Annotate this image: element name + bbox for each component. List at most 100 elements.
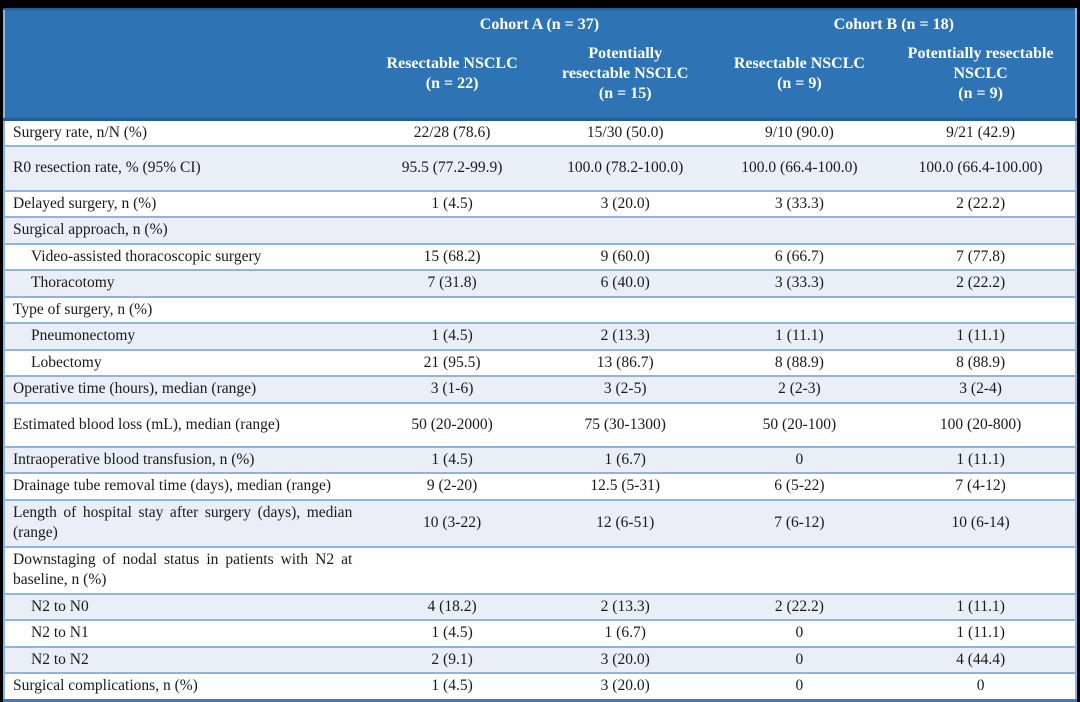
table-row: Intraoperative blood transfusion, n (%) …: [4, 446, 1076, 474]
row-value: 7 (4-12): [955, 477, 1006, 495]
row-value: 1 (6.7): [604, 450, 646, 468]
row-value: 13 (86.7): [596, 353, 654, 371]
row-value: 3 (20.0): [600, 650, 650, 668]
table-row: Surgical approach, n (%): [4, 217, 1076, 244]
row-value: [366, 297, 538, 323]
row-value: 1 (4.5): [431, 327, 473, 345]
row-value: 15 (68.2): [423, 247, 481, 265]
row-value: 6 (66.7): [774, 247, 824, 265]
row-value: 21 (95.5): [423, 353, 481, 371]
row-value: [366, 547, 538, 594]
row-value: 2 (13.3): [600, 327, 650, 345]
row-value: [886, 217, 1076, 243]
row-value: 3 (2-4): [959, 380, 1002, 398]
row-value: 1 (4.5): [431, 677, 473, 695]
row-value: [886, 297, 1076, 323]
table-row: Surgical complications, n (%) 1 (4.5) 3 …: [4, 673, 1076, 700]
row-label: Operative time (hours), median (range): [13, 380, 257, 398]
table-row: Delayed surgery, n (%) 1 (4.5) 3 (20.0) …: [4, 190, 1076, 217]
row-label: Estimated blood loss (mL), median (range…: [13, 415, 280, 433]
cohort-b-header: Cohort B (n = 18): [712, 9, 1076, 36]
row-value: 1 (11.1): [956, 597, 1005, 615]
table-row: Operative time (hours), median (range) 3…: [4, 376, 1076, 403]
table-row: R0 resection rate, % (95% CI) 95.5 (77.2…: [4, 146, 1076, 191]
row-value: [713, 297, 887, 323]
row-value: 3 (1-6): [430, 380, 474, 398]
row-value: [538, 547, 713, 594]
table-body: Surgery rate, n/N (%) 22/28 (78.6) 15/30…: [4, 120, 1076, 701]
table-row: Downstaging of nodal status in patients …: [4, 546, 1076, 594]
row-value: 2 (2-3): [778, 380, 821, 398]
row-value: 0: [976, 677, 985, 695]
row-value: 7 (77.8): [956, 247, 1006, 265]
subgroup-header-resectable-b: Resectable NSCLC (n = 9): [712, 36, 887, 120]
row-label: Surgical complications, n (%): [13, 677, 198, 695]
row-value: 3 (20.0): [600, 677, 650, 695]
row-value: 1 (11.1): [956, 450, 1005, 468]
row-value: 100 (20-800): [939, 415, 1022, 433]
row-value: 1 (11.1): [775, 327, 824, 345]
row-value: 0: [795, 624, 804, 642]
row-value: [538, 217, 713, 243]
row-value: 15/30 (50.0): [586, 124, 664, 141]
cohort-header-row: Cohort A (n = 37) Cohort B (n = 18): [4, 9, 1076, 36]
row-value: 7 (6-12): [774, 514, 825, 532]
row-value: 95.5 (77.2-99.9): [401, 159, 503, 177]
subgroup-header-potentially-resectable-b: Potentially resectable NSCLC (n = 9): [886, 36, 1076, 120]
row-value: 0: [795, 450, 804, 468]
table-row: N2 to N1 1 (4.5) 1 (6.7) 0 1 (11.1): [4, 620, 1076, 646]
row-label: Length of hospital stay after surgery (d…: [13, 503, 353, 542]
subgroup-header-potentially-resectable-a: Potentially resectable NSCLC (n = 15): [537, 36, 713, 120]
table-row: Type of surgery, n (%): [4, 296, 1076, 323]
row-value: [366, 217, 538, 243]
subgroup-header-row: Resectable NSCLC (n = 22) Potentially re…: [4, 36, 1076, 120]
table-row: Estimated blood loss (mL), median (range…: [4, 402, 1076, 447]
row-value: 1 (11.1): [956, 624, 1005, 642]
row-label: Delayed surgery, n (%): [13, 194, 157, 212]
row-label: Type of surgery, n (%): [13, 300, 153, 318]
row-value: 2 (13.3): [600, 597, 650, 615]
row-value: 8 (88.9): [774, 353, 824, 371]
table-row: Length of hospital stay after surgery (d…: [4, 499, 1076, 547]
row-value: 1 (4.5): [431, 450, 473, 468]
row-value: 2 (22.2): [774, 597, 824, 615]
row-value: [713, 217, 887, 243]
row-value: [713, 547, 887, 594]
row-label: Drainage tube removal time (days), media…: [13, 477, 332, 495]
row-label: Lobectomy: [31, 353, 102, 371]
row-value: 3 (2-5): [603, 380, 647, 398]
table-row: Drainage tube removal time (days), media…: [4, 473, 1076, 499]
row-value: 9 (2-20): [426, 477, 478, 495]
subgroup-header-resectable-a: Resectable NSCLC (n = 22): [366, 36, 538, 120]
corner-cell-bottom: [4, 36, 367, 120]
corner-cell-top: [4, 9, 367, 36]
row-value: 6 (40.0): [600, 274, 650, 292]
page-frame: Cohort A (n = 37) Cohort B (n = 18) Rese…: [3, 8, 1077, 702]
row-value: 100.0 (66.4-100.0): [741, 159, 858, 177]
row-value: 1 (4.5): [431, 624, 473, 642]
row-value: 10 (3-22): [423, 514, 482, 532]
row-value: 50 (20-100): [762, 415, 837, 433]
row-label: N2 to N1: [31, 624, 89, 642]
row-value: 4 (44.4): [956, 650, 1006, 668]
surgical-outcomes-table: Cohort A (n = 37) Cohort B (n = 18) Rese…: [3, 8, 1077, 702]
table-row: Pneumonectomy 1 (4.5) 2 (13.3) 1 (11.1) …: [4, 323, 1076, 350]
row-label: Pneumonectomy: [31, 327, 136, 345]
cohort-a-header: Cohort A (n = 37): [366, 9, 713, 36]
row-value: 4 (18.2): [427, 597, 477, 615]
row-label: Surgery rate, n/N (%): [13, 124, 148, 141]
row-value: 9 (60.0): [600, 247, 650, 265]
table-header: Cohort A (n = 37) Cohort B (n = 18) Rese…: [4, 9, 1076, 120]
row-label: Surgical approach, n (%): [13, 221, 168, 239]
row-value: 100.0 (66.4-100.00): [918, 159, 1043, 177]
table-row: N2 to N2 2 (9.1) 3 (20.0) 0 4 (44.4): [4, 646, 1076, 674]
row-value: 100.0 (78.2-100.0): [567, 159, 684, 177]
row-value: 9/21 (42.9): [946, 124, 1016, 141]
row-value: [886, 547, 1076, 594]
row-label: Thoracotomy: [31, 274, 115, 292]
row-value: 3 (20.0): [600, 194, 650, 212]
row-label: Intraoperative blood transfusion, n (%): [13, 450, 255, 468]
row-value: 2 (9.1): [431, 650, 473, 668]
row-value: 1 (6.7): [604, 624, 646, 642]
row-value: 7 (31.8): [427, 274, 477, 292]
